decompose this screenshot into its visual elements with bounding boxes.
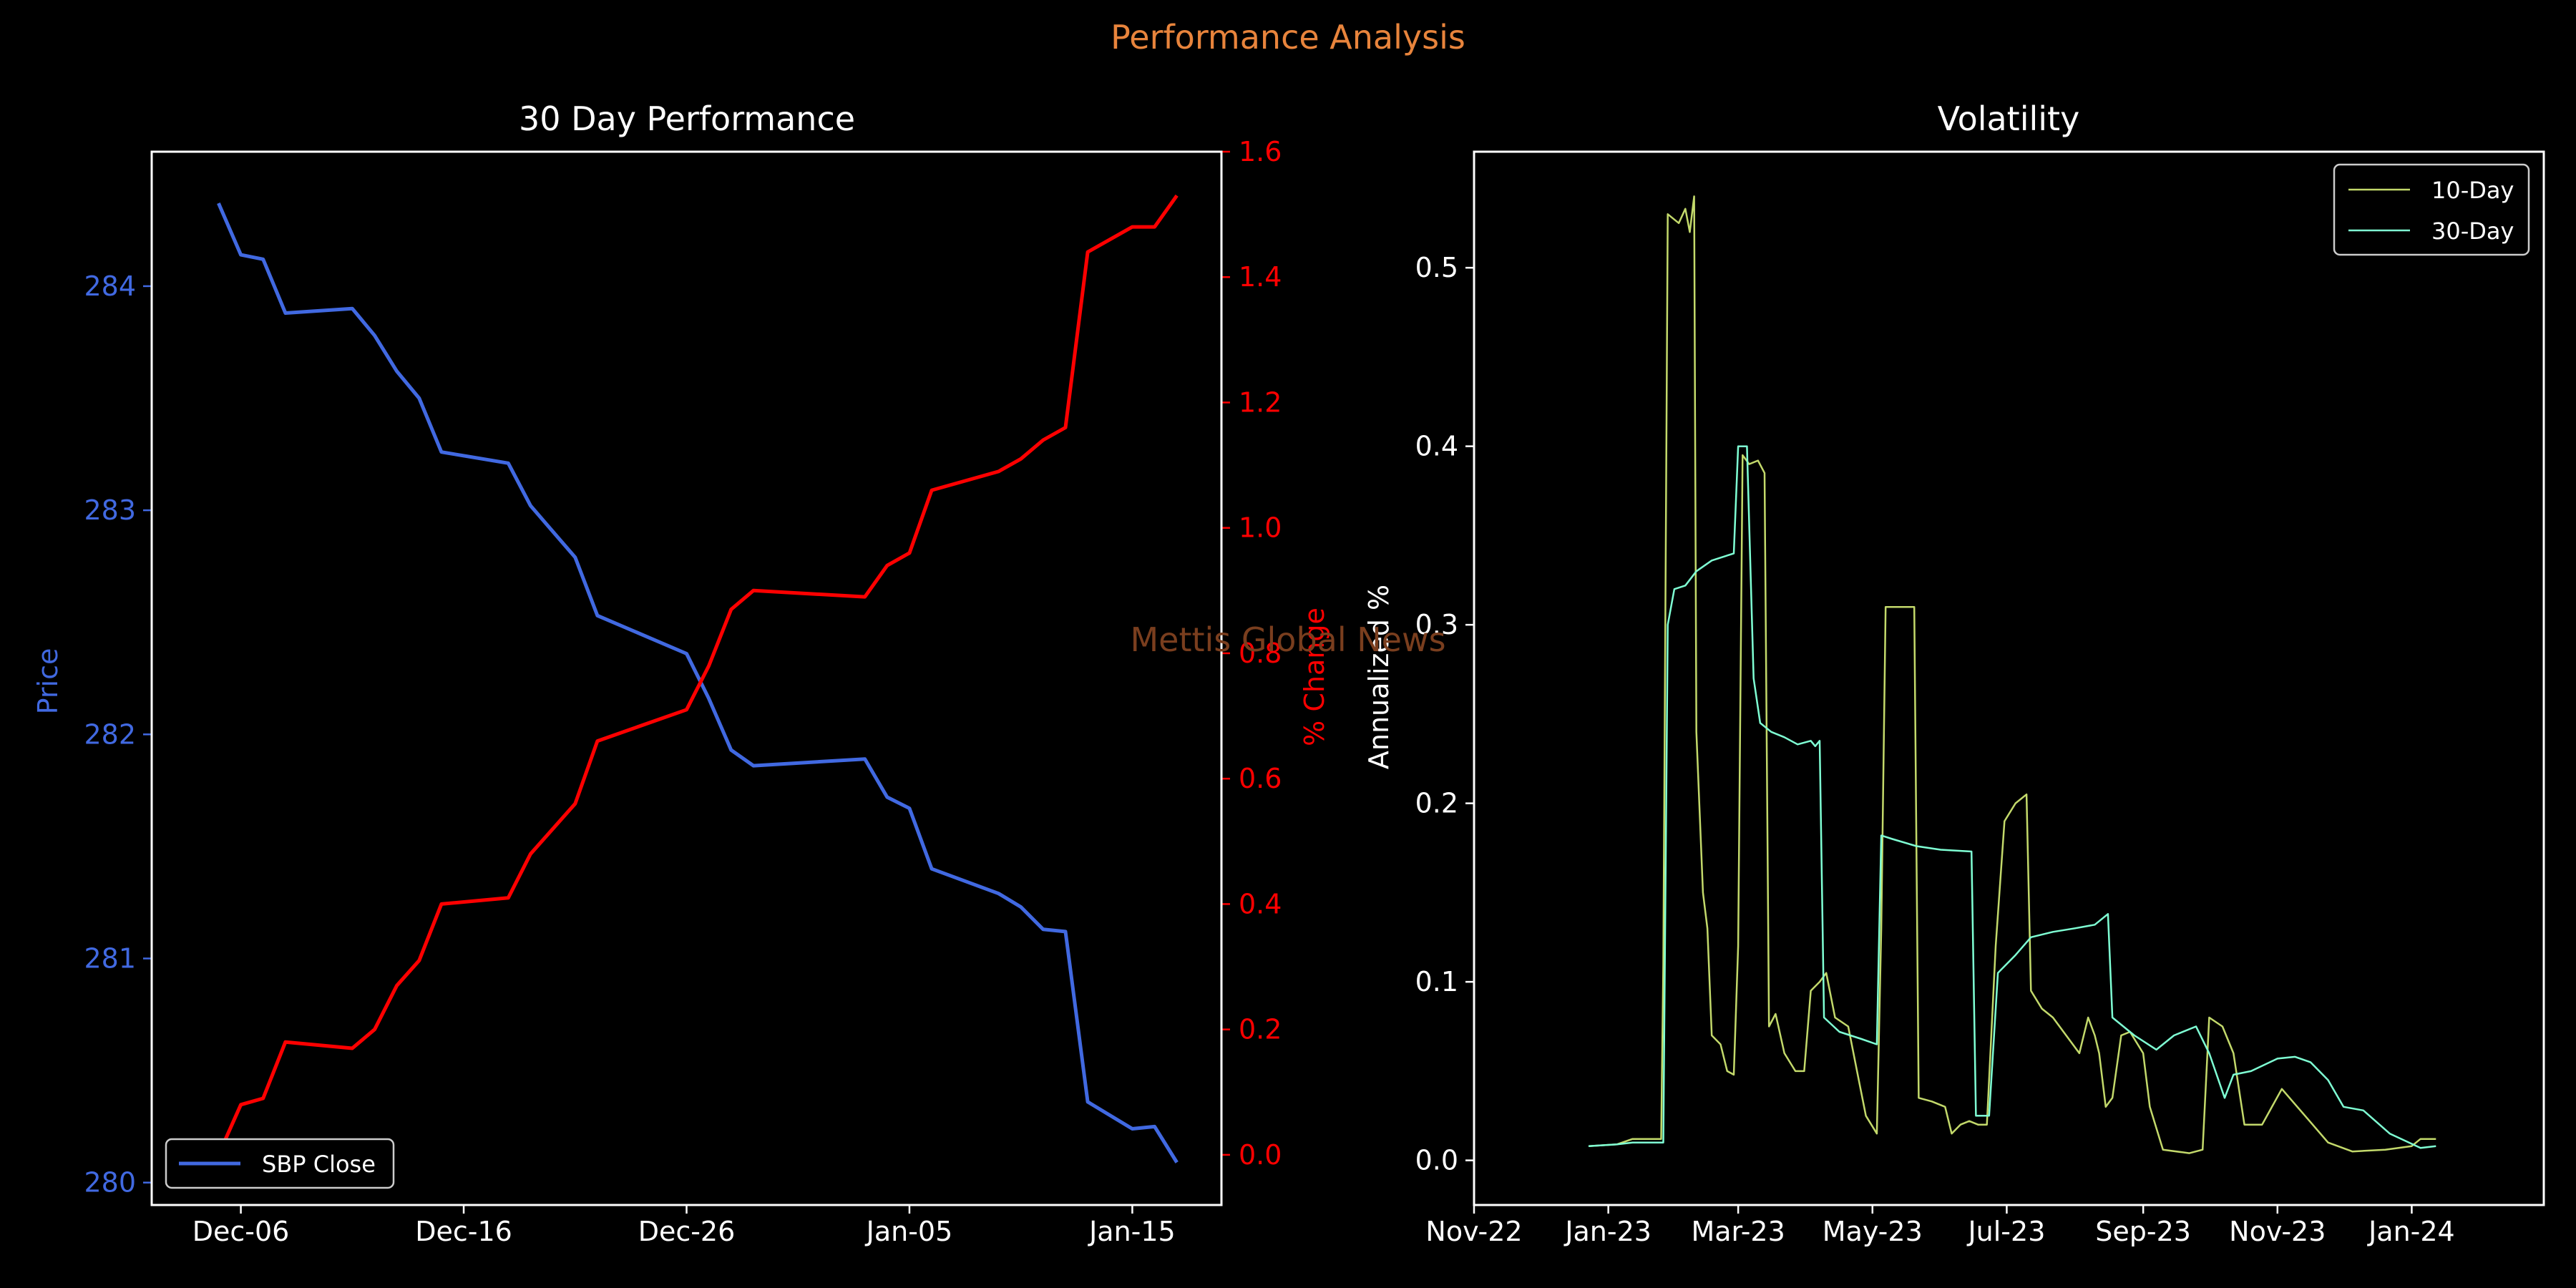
volatility-xtick-label: Nov-22 xyxy=(1425,1216,1522,1247)
volatility-axes-frame xyxy=(1473,150,2545,1206)
volatility-xtick-label: Jan-24 xyxy=(2367,1216,2455,1247)
volatility-ytick-label: 0.4 xyxy=(1415,431,1458,462)
pct-change-ytick-label: 0.6 xyxy=(1239,763,1282,794)
price-ytick-label: 282 xyxy=(84,718,136,750)
volatility-ytick-label: 0.2 xyxy=(1415,788,1458,819)
performance-xtick-label: Dec-06 xyxy=(192,1216,290,1247)
volatility-panel: Volatility Annualized % 0.00.10.20.30.40… xyxy=(1363,99,2545,1247)
price-ytick-label: 281 xyxy=(84,942,136,974)
legend-label-sbp-close: SBP Close xyxy=(262,1151,376,1178)
volatility-xtick-label: Mar-23 xyxy=(1691,1216,1785,1247)
pct-change-ytick-label: 1.6 xyxy=(1239,136,1282,167)
pct-change-ytick-label: 1.0 xyxy=(1239,512,1282,544)
price-ytick-label: 284 xyxy=(84,270,136,302)
volatility-ytick-label: 0.3 xyxy=(1415,609,1458,640)
legend-label-10-day: 10-Day xyxy=(2431,177,2514,204)
volatility-axis-ticks: 0.0 0.1 0.2 0.3 0.4 0.5 Nov-22 Jan-23 Mar-23 May-… xyxy=(1415,252,2455,1247)
volatility-xtick-label: Sep-23 xyxy=(2095,1216,2191,1247)
performance-axis-ticks: 280 281 282 283 284 0.0 0.2 0.4 0.6 0.8 1.0 1.2 1.4 1… xyxy=(84,136,1282,1247)
volatility-ytick-label: 0.0 xyxy=(1415,1145,1458,1176)
legend-label-30-day: 30-Day xyxy=(2431,218,2514,245)
volatility-xtick-label: Nov-23 xyxy=(2229,1216,2326,1247)
performance-panel: 30 Day Performance Price % Change 280 281… xyxy=(32,99,1330,1247)
volatility-xtick-label: Jan-23 xyxy=(1563,1216,1652,1247)
series-line-sbp-close xyxy=(217,203,1179,1163)
volatility-ytick-label: 0.5 xyxy=(1415,252,1458,283)
watermark-text: Mettis Global News xyxy=(1130,620,1445,659)
volatility-legend: 10-Day 30-Day xyxy=(2333,163,2530,256)
pct-change-ytick-label: 1.4 xyxy=(1239,261,1282,293)
figure-suptitle: Performance Analysis xyxy=(1111,18,1465,57)
performance-xtick-label: Jan-05 xyxy=(865,1216,953,1247)
annualized-axis-label: Annualized % xyxy=(1363,585,1395,769)
performance-axes-frame xyxy=(150,150,1223,1206)
performance-xtick-label: Jan-15 xyxy=(1088,1216,1176,1247)
price-ytick-label: 283 xyxy=(84,494,136,526)
volatility-plot-area xyxy=(1588,195,2436,1154)
price-axis-label: Price xyxy=(32,648,64,715)
pct-change-ytick-label: 0.0 xyxy=(1239,1139,1282,1171)
pct-change-ytick-label: 0.4 xyxy=(1239,888,1282,919)
volatility-legend-box xyxy=(2333,163,2530,256)
volatility-ytick-label: 0.1 xyxy=(1415,966,1458,997)
pct-change-ytick-label: 1.2 xyxy=(1239,386,1282,418)
performance-legend: SBP Close xyxy=(165,1138,395,1189)
pct-change-axis-label: % Change xyxy=(1299,608,1330,746)
performance-xtick-label: Dec-26 xyxy=(638,1216,736,1247)
series-line-30-day-vol xyxy=(1588,445,2436,1149)
volatility-chart-title: Volatility xyxy=(1938,99,2080,138)
pct-change-ytick-label: 0.8 xyxy=(1239,638,1282,669)
performance-legend-box xyxy=(165,1138,395,1189)
price-ytick-label: 280 xyxy=(84,1167,136,1199)
performance-plot-area xyxy=(217,194,1179,1163)
pct-change-ytick-label: 0.2 xyxy=(1239,1014,1282,1045)
series-line-10-day-vol xyxy=(1588,195,2436,1154)
volatility-xtick-label: May-23 xyxy=(1823,1216,1923,1247)
performance-chart-title: 30 Day Performance xyxy=(519,99,855,138)
performance-xtick-label: Dec-16 xyxy=(415,1216,512,1247)
series-line-pct-change xyxy=(217,194,1179,1156)
volatility-xtick-label: Jul-23 xyxy=(1966,1216,2045,1247)
